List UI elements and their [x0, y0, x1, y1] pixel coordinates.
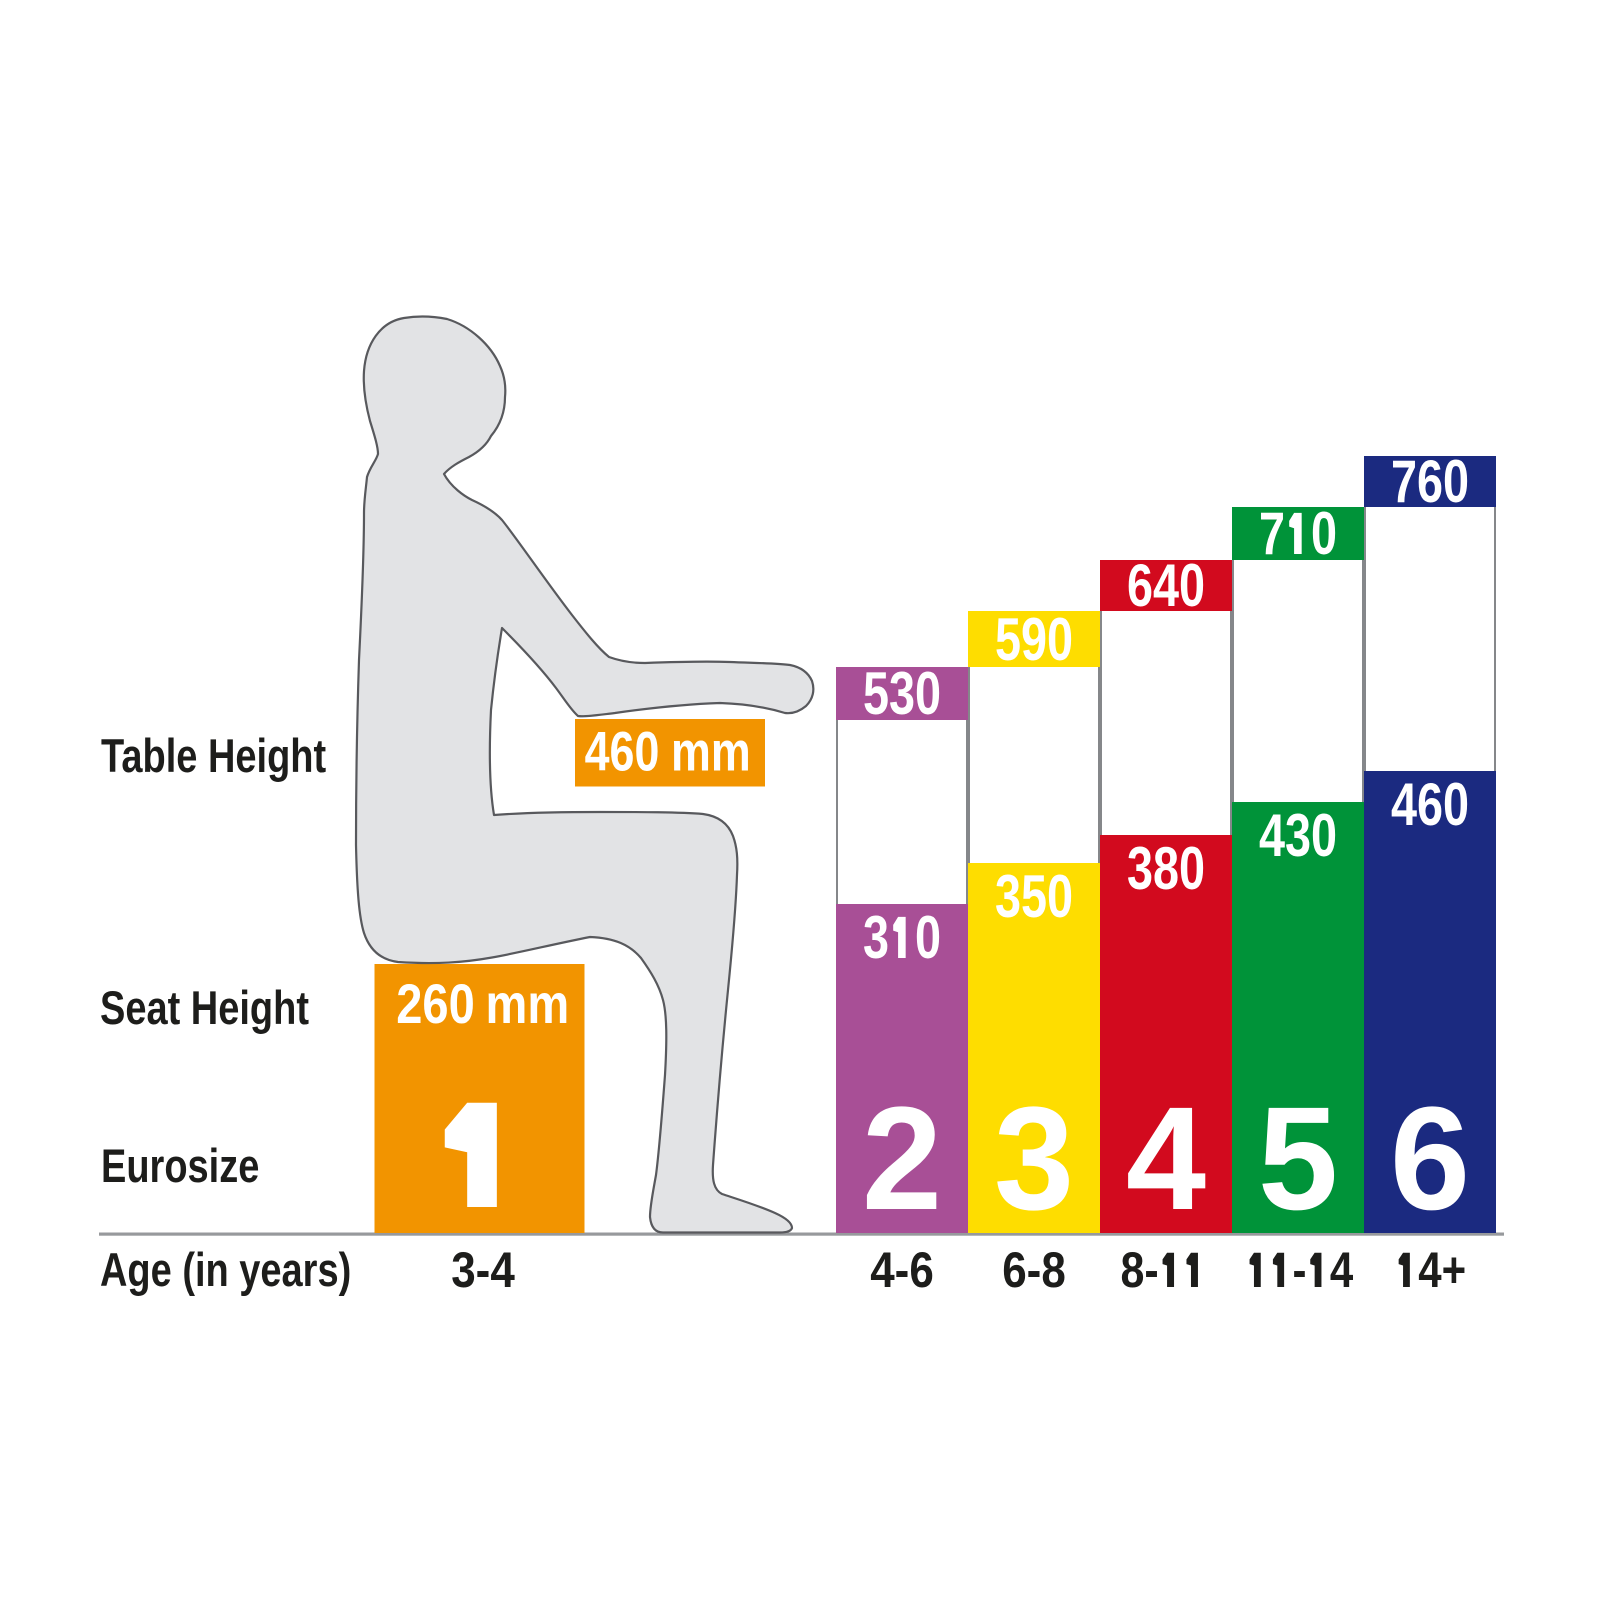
svg-text:6: 6	[422, 972, 448, 1035]
svg-text:-: -	[895, 1241, 910, 1297]
svg-text:-: -	[476, 1241, 491, 1297]
svg-text:8: 8	[1120, 1242, 1144, 1298]
svg-text:0: 0	[915, 904, 941, 971]
svg-text:0: 0	[1311, 500, 1337, 567]
svg-text:0: 0	[1047, 863, 1073, 930]
svg-text:6: 6	[1127, 552, 1153, 619]
svg-text:4: 4	[1418, 1242, 1442, 1298]
svg-text:0: 0	[1047, 606, 1073, 673]
svg-text:8: 8	[1153, 835, 1179, 902]
svg-text:Eurosize: Eurosize	[101, 1140, 259, 1193]
svg-text:6: 6	[610, 720, 635, 783]
svg-text:3: 3	[1285, 802, 1311, 869]
svg-text:+: +	[1442, 1242, 1467, 1298]
svg-text:mm: mm	[486, 972, 570, 1035]
svg-text:3: 3	[863, 904, 889, 971]
svg-text:4: 4	[490, 1241, 514, 1297]
svg-text:0: 0	[1179, 835, 1205, 902]
svg-text:0: 0	[915, 660, 941, 727]
svg-text:0: 0	[1443, 448, 1469, 515]
svg-text:3: 3	[994, 1076, 1074, 1241]
svg-text:0: 0	[1443, 771, 1469, 838]
svg-text:5: 5	[995, 606, 1021, 673]
svg-text:6: 6	[909, 1241, 933, 1297]
svg-text:5: 5	[1258, 1076, 1338, 1241]
svg-text:3: 3	[995, 863, 1021, 930]
svg-text:mm: mm	[671, 720, 751, 783]
svg-text:4: 4	[1153, 552, 1179, 619]
svg-text:5: 5	[1021, 863, 1047, 930]
svg-text:6: 6	[1390, 1076, 1470, 1241]
svg-text:6: 6	[1002, 1241, 1026, 1297]
svg-text:4: 4	[1391, 771, 1417, 838]
svg-text:3: 3	[889, 660, 915, 727]
svg-text:8: 8	[1041, 1241, 1065, 1297]
svg-text:0: 0	[1311, 802, 1337, 869]
svg-text:3: 3	[1127, 835, 1153, 902]
svg-text:3: 3	[451, 1241, 475, 1297]
svg-text:0: 0	[634, 720, 659, 783]
svg-text:Table Height: Table Height	[101, 730, 326, 783]
svg-text:9: 9	[1021, 606, 1047, 673]
svg-text:2: 2	[862, 1076, 942, 1241]
svg-text:4: 4	[1259, 802, 1285, 869]
svg-text:4: 4	[1126, 1076, 1206, 1241]
svg-text:-: -	[1027, 1241, 1042, 1297]
svg-text:6: 6	[1417, 771, 1443, 838]
svg-text:7: 7	[1391, 448, 1417, 515]
svg-text:6: 6	[1417, 448, 1443, 515]
svg-text:5: 5	[863, 660, 889, 727]
svg-text:4: 4	[870, 1241, 894, 1297]
svg-text:2: 2	[396, 972, 422, 1035]
svg-text:4: 4	[1330, 1242, 1354, 1298]
svg-text:0: 0	[449, 972, 475, 1035]
svg-text:7: 7	[1259, 500, 1285, 567]
svg-text:4: 4	[585, 720, 610, 783]
svg-text:Age (in years): Age (in years)	[100, 1244, 351, 1297]
svg-text:0: 0	[1179, 552, 1205, 619]
svg-text:Seat Height: Seat Height	[100, 982, 309, 1035]
svg-text:-: -	[1144, 1242, 1158, 1298]
svg-text:-: -	[1293, 1242, 1307, 1298]
